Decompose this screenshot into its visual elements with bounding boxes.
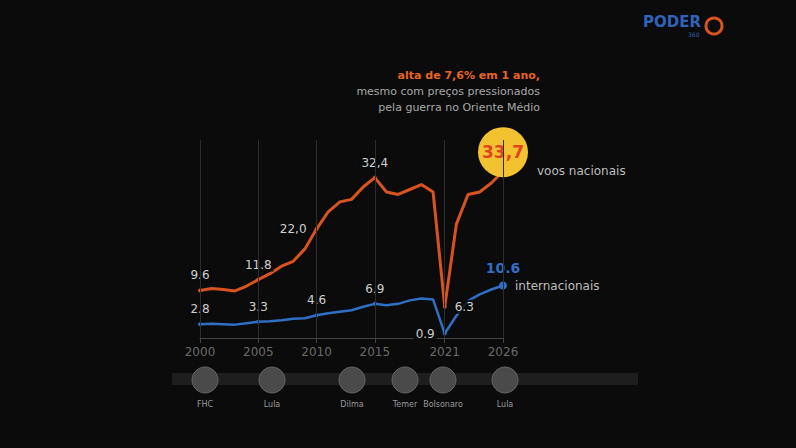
svg-text:10.6: 10.6 [485,259,521,276]
svg-text:32,4: 32,4 [361,156,388,170]
svg-text:6.3: 6.3 [455,300,474,314]
svg-text:0.9: 0.9 [416,327,435,341]
svg-text:2010: 2010 [301,345,332,359]
svg-text:2.8: 2.8 [190,302,210,317]
svg-text:internacionais: internacionais [515,279,600,293]
svg-text:Lula: Lula [497,400,514,409]
svg-text:2021: 2021 [429,345,460,359]
svg-text:Bolsonaro: Bolsonaro [423,400,463,409]
svg-text:mesmo com preços pressionados: mesmo com preços pressionados [356,85,540,98]
svg-text:11.8: 11.8 [244,257,272,272]
svg-text:Lula: Lula [264,400,281,409]
svg-text:6.9: 6.9 [365,282,384,296]
svg-text:voos nacionais: voos nacionais [537,164,626,178]
svg-text:pela guerra no Oriente Médio: pela guerra no Oriente Médio [378,101,540,114]
svg-text:9.6: 9.6 [190,268,210,283]
svg-text:PODER: PODER [643,13,701,31]
svg-text:3.3: 3.3 [248,299,268,314]
svg-text:Temer: Temer [392,400,418,409]
svg-text:2000: 2000 [185,345,216,359]
svg-text:2015: 2015 [360,345,391,359]
svg-text:4.6: 4.6 [307,293,327,308]
svg-text:360: 360 [688,31,700,38]
svg-text:alta de 7,6% em 1 ano,: alta de 7,6% em 1 ano, [398,69,540,82]
svg-text:Dilma: Dilma [340,400,363,409]
svg-text:22,0: 22,0 [280,222,307,236]
svg-text:33,7: 33,7 [482,142,524,163]
svg-text:FHC: FHC [197,400,214,409]
svg-text:2026: 2026 [488,345,519,359]
svg-text:2005: 2005 [243,345,274,359]
